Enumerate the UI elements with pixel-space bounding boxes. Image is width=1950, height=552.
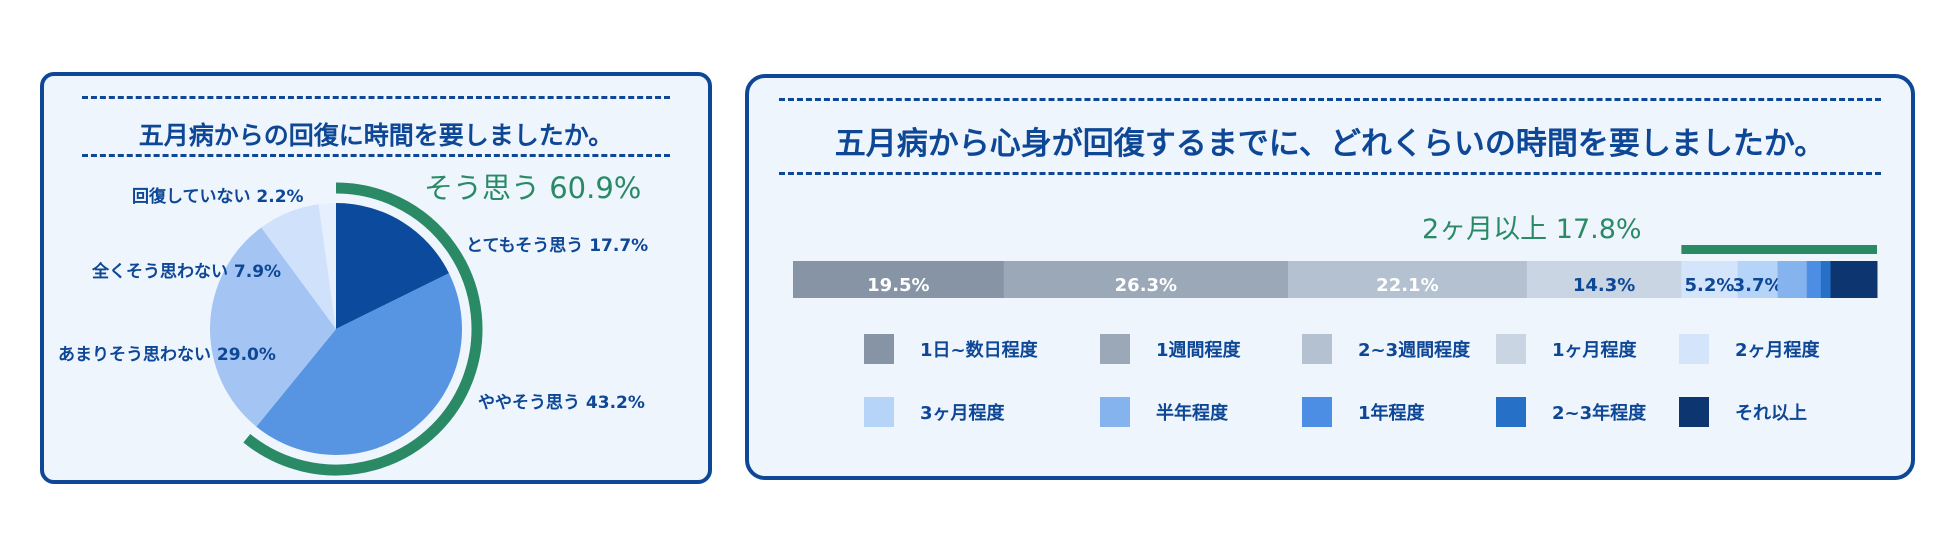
pie-label-somewhat-disagree: あまりそう思わない 29.0% (58, 345, 276, 365)
bar-value-label-2: 26.3% (1115, 275, 1177, 296)
title-divider-bottom (779, 172, 1881, 175)
pie-slice-1 (336, 203, 449, 329)
legend-label: 1年程度 (1358, 403, 1425, 424)
agree-total-label: そう思う 60.9% (424, 171, 641, 205)
pie-label-not-recovered: 回復していない 2.2% (132, 186, 304, 207)
bar-segment-4 (1526, 261, 1682, 298)
legend-item-7: 半年程度 (1100, 396, 1228, 428)
stacked-bar-chart: 2ヶ月以上 17.8% 19.5% 26.3% 22.1% 14.3% 5.2%3.7% (793, 214, 1878, 298)
legend-item-10: それ以上 (1679, 396, 1807, 428)
agree-bracket-arc (243, 182, 483, 476)
over-two-months-bracket (1681, 245, 1877, 254)
legend-label: 3ヶ月程度 (920, 403, 1005, 424)
pie-chart-title: 五月病からの回復に時間を要しましたか。 (138, 121, 614, 150)
legend-swatch (1496, 334, 1526, 364)
legend-swatch (1496, 397, 1526, 427)
legend-label: 1日~数日程度 (920, 340, 1038, 361)
legend-item-2: 1週間程度 (1100, 333, 1241, 365)
bar-segment-7 (1777, 261, 1808, 298)
title-divider-bottom (82, 154, 670, 157)
title-divider-top (779, 98, 1881, 101)
pie-label-somewhat-agree: ややそう思う 43.2% (478, 393, 645, 413)
legend-label: 2~3週間程度 (1358, 340, 1471, 361)
legend-swatch (1302, 397, 1332, 427)
legend-label: 2ヶ月程度 (1735, 340, 1820, 361)
legend-swatch (1302, 334, 1332, 364)
bar-segment-8 (1806, 261, 1822, 298)
legend-item-5: 2ヶ月程度 (1679, 333, 1820, 365)
pie-slice-5 (318, 203, 336, 329)
bar-value-label-5: 5.2% (1685, 275, 1735, 296)
bar-segment-2 (1003, 261, 1289, 298)
pie-label-strongly-agree: とてもそう思う 17.7% (466, 236, 648, 256)
legend-item-6: 3ヶ月程度 (864, 396, 1005, 428)
legend-swatch (1679, 334, 1709, 364)
legend-swatch (864, 397, 894, 427)
bar-segment-5 (1681, 261, 1739, 298)
bar-value-label-3: 22.1% (1376, 275, 1438, 296)
legend-item-8: 1年程度 (1302, 396, 1425, 428)
over-two-months-label: 2ヶ月以上 17.8% (1422, 214, 1642, 245)
legend-label: 2~3年程度 (1552, 403, 1647, 424)
legend-swatch (1679, 397, 1709, 427)
legend-label: 1ヶ月程度 (1552, 340, 1637, 361)
pie-slice-2 (256, 273, 463, 456)
bar-segment-1 (793, 261, 1005, 298)
title-divider-top (82, 96, 670, 99)
bar-value-label-6: 3.7% (1733, 275, 1783, 296)
legend-item-1: 1日~数日程度 (864, 333, 1038, 365)
pie-chart: そう思う 60.9% 回復していない 2.2% とてもそう思う 17.7% 全く… (58, 171, 648, 476)
legend-label: 1週間程度 (1156, 340, 1241, 361)
legend-label: 半年程度 (1156, 403, 1228, 424)
pie-label-strongly-disagree: 全くそう思わない 7.9% (91, 261, 281, 282)
bar-value-label-4: 14.3% (1573, 275, 1635, 296)
legend-item-4: 1ヶ月程度 (1496, 333, 1637, 365)
pie-slice-3 (210, 227, 336, 427)
bar-segment-6 (1737, 261, 1779, 298)
legend-item-3: 2~3週間程度 (1302, 333, 1470, 365)
bar-segment-3 (1287, 261, 1528, 298)
bar-chart-title: 五月病から心身が回復するまでに、どれくらいの時間を要しましたか。 (834, 126, 1826, 162)
legend-item-9: 2~3年程度 (1496, 396, 1646, 428)
pie-slice-4 (261, 204, 336, 329)
recovery-time-pie-panel: 五月病からの回復に時間を要しましたか。 そう思う 60.9% 回復していない 2… (40, 72, 712, 484)
bar-value-label-1: 19.5% (867, 275, 929, 296)
legend-swatch (1100, 334, 1130, 364)
recovery-duration-bar-panel: 五月病から心身が回復するまでに、どれくらいの時間を要しましたか。 2ヶ月以上 1… (745, 74, 1915, 480)
bar-segment-9 (1820, 261, 1832, 298)
bar-segment-10 (1830, 261, 1878, 298)
legend-swatch (1100, 397, 1130, 427)
legend-swatch (864, 334, 894, 364)
legend-label: それ以上 (1735, 403, 1807, 424)
